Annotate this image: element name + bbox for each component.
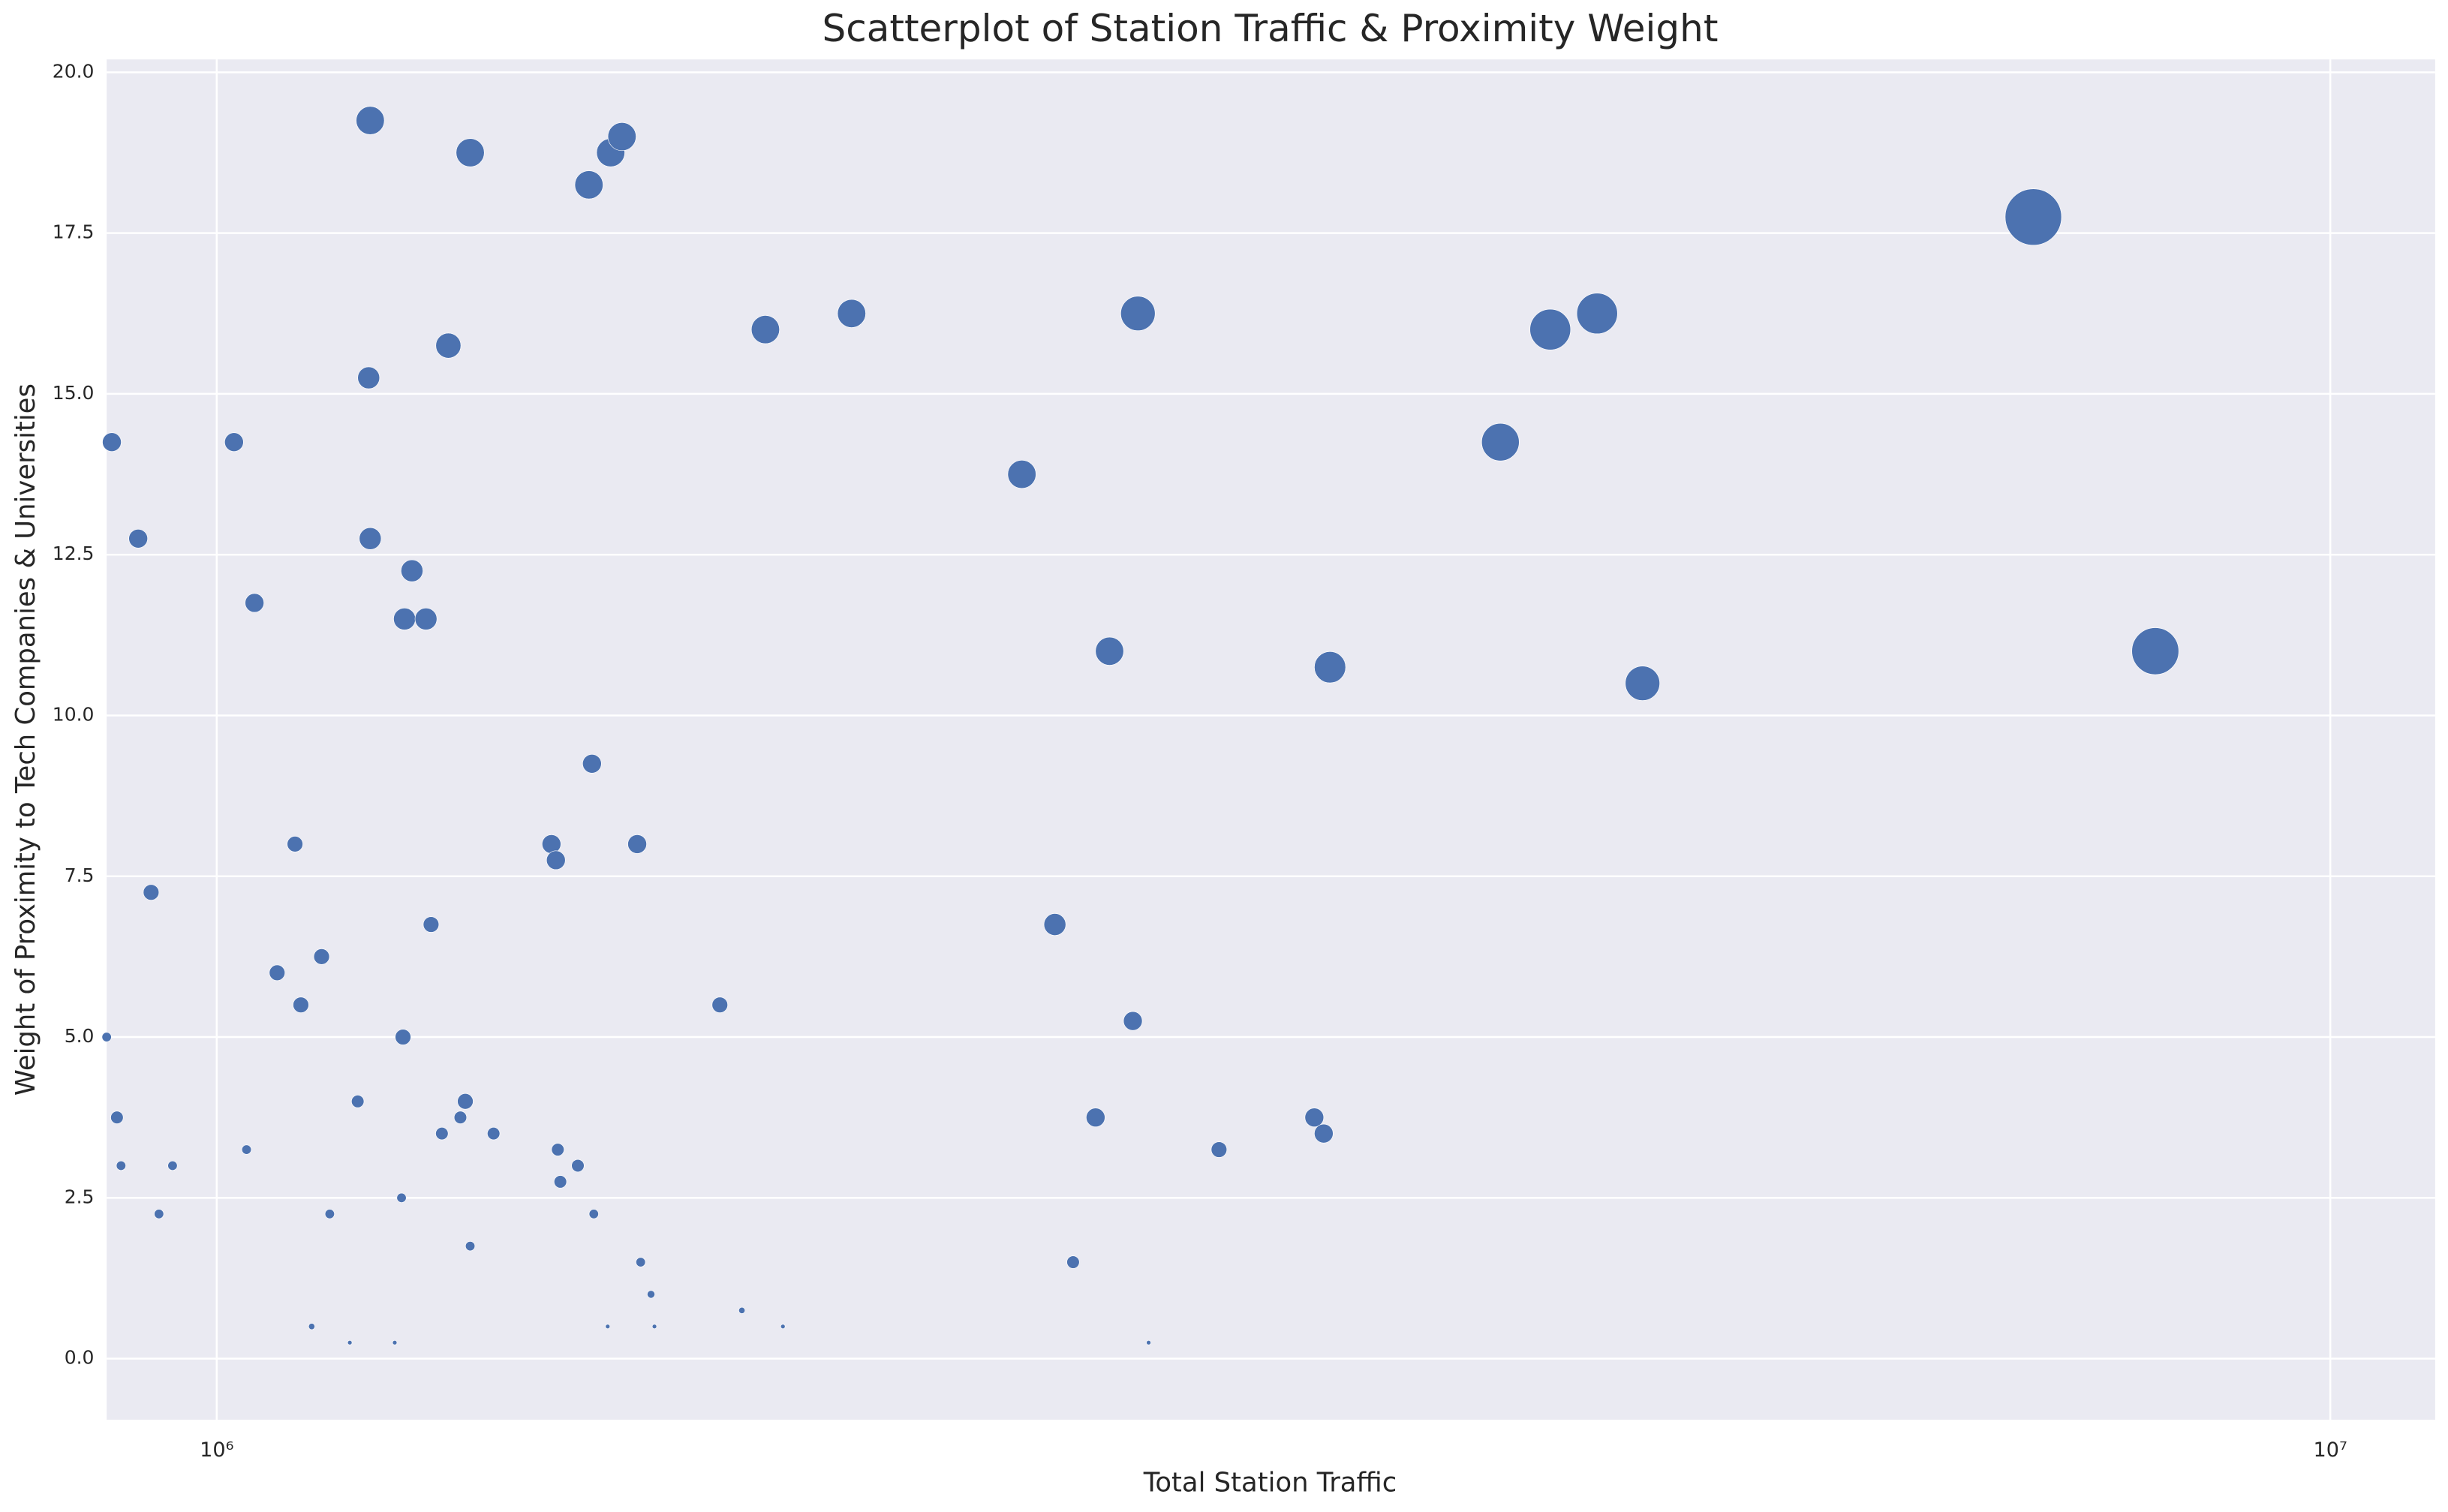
chart-title: Scatterplot of Station Traffic & Proximi… (822, 7, 1718, 50)
point (308, 1323, 315, 1330)
point (1086, 1108, 1105, 1128)
point (487, 1126, 501, 1141)
point (1210, 1141, 1228, 1158)
point (456, 138, 485, 167)
point (392, 1339, 398, 1345)
point (347, 1339, 353, 1345)
point (401, 559, 423, 582)
points (101, 106, 2179, 1345)
x-axis-label: Total Station Traffic (1143, 1467, 1397, 1498)
point (1529, 308, 1571, 350)
point (607, 122, 636, 152)
point (1095, 636, 1124, 666)
point (224, 432, 244, 452)
point (605, 1324, 611, 1330)
plot-area (107, 59, 2435, 1420)
point (750, 315, 780, 344)
point (647, 1290, 655, 1299)
point (128, 528, 148, 549)
x-tick-label: 10⁶ (200, 1438, 233, 1462)
point (1120, 296, 1156, 331)
y-tick-label: 15.0 (53, 382, 95, 404)
point (571, 1159, 585, 1173)
point (287, 836, 303, 852)
point (2131, 627, 2179, 675)
x-tick-label: 10⁷ (2314, 1438, 2347, 1462)
point (582, 753, 602, 774)
y-tick-label: 20.0 (53, 60, 95, 82)
point (356, 106, 385, 135)
y-axis-label: Weight of Proximity to Tech Companies & … (11, 383, 41, 1096)
point (837, 299, 866, 328)
point (1314, 1123, 1334, 1144)
point (711, 996, 728, 1013)
y-tick-label: 5.0 (65, 1025, 95, 1047)
point (453, 1111, 468, 1124)
point (435, 332, 462, 359)
point (1304, 1108, 1325, 1128)
y-tick-label: 0.0 (65, 1347, 95, 1369)
point (324, 1209, 335, 1219)
point (1146, 1339, 1151, 1345)
y-tick-label: 2.5 (65, 1186, 95, 1207)
point (1066, 1255, 1080, 1269)
point (1007, 459, 1036, 489)
point (393, 608, 416, 630)
y-tick-label: 17.5 (53, 221, 95, 243)
point (395, 1029, 411, 1045)
point (359, 527, 382, 550)
point (457, 1093, 474, 1110)
point (313, 948, 330, 965)
point (542, 834, 561, 854)
point (241, 1144, 252, 1155)
point (423, 916, 440, 933)
point (780, 1324, 786, 1330)
point (1625, 666, 1660, 701)
grid (107, 59, 2435, 1420)
point (1123, 1011, 1143, 1031)
point (435, 1126, 449, 1141)
point (651, 1324, 657, 1330)
point (245, 593, 264, 613)
y-tick-label: 10.0 (53, 703, 95, 725)
point (110, 1111, 124, 1124)
point (588, 1209, 599, 1219)
point (554, 1175, 567, 1189)
point (396, 1192, 407, 1203)
point (116, 1160, 126, 1171)
point (1481, 422, 1520, 461)
point (154, 1209, 164, 1219)
point (269, 964, 286, 981)
point (546, 850, 566, 870)
point (143, 884, 160, 900)
point (1043, 913, 1066, 936)
point (551, 1143, 564, 1156)
point (102, 432, 122, 452)
point (1314, 651, 1346, 684)
point (293, 996, 309, 1013)
y-tick-label: 7.5 (65, 864, 95, 886)
y-tick-label: 12.5 (53, 543, 95, 564)
point (414, 608, 438, 630)
point (627, 834, 647, 854)
point (465, 1241, 476, 1252)
point (1576, 293, 1618, 335)
point (351, 1095, 365, 1108)
point (357, 366, 380, 389)
point (574, 170, 603, 200)
point (738, 1306, 746, 1314)
point (636, 1257, 646, 1267)
point (2004, 188, 2062, 246)
point (101, 1032, 112, 1042)
point (167, 1160, 178, 1171)
